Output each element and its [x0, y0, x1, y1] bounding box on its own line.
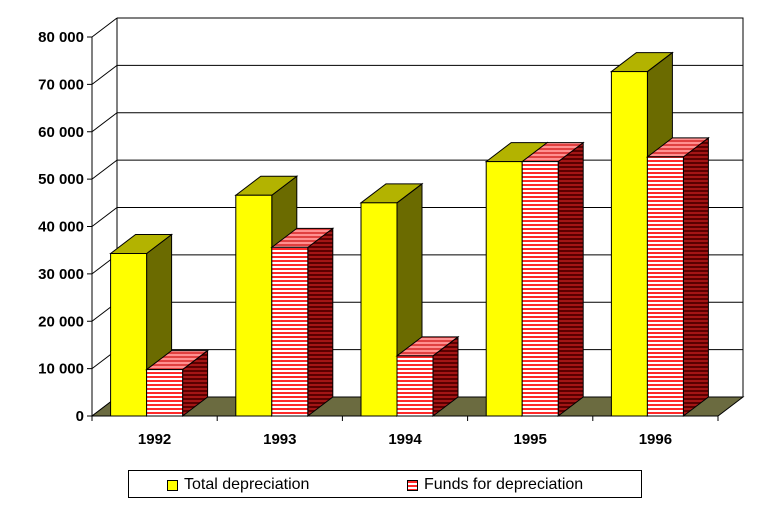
y-tick-label: 30 000: [38, 266, 84, 283]
legend-item-total: Total depreciation: [167, 476, 309, 494]
y-tick-label: 20 000: [38, 313, 84, 330]
x-tick-label: 1994: [388, 431, 422, 448]
bar-funds-for-depreciation: [520, 141, 585, 418]
bar-front: [360, 202, 398, 417]
x-tick-label: 1992: [138, 431, 171, 448]
bar-side: [682, 136, 709, 418]
y-tick-label: 80 000: [38, 29, 84, 46]
bar-funds-for-depreciation: [645, 136, 710, 418]
bar-front: [646, 156, 684, 417]
y-tick-label: 50 000: [38, 171, 84, 188]
x-tick-label: 1996: [639, 431, 672, 448]
bar-front: [110, 253, 148, 417]
bar-funds-for-depreciation: [145, 349, 210, 418]
y-tick-label: 10 000: [38, 361, 84, 378]
bar-front: [521, 161, 559, 417]
bar-front: [396, 355, 434, 417]
bars: [109, 51, 710, 418]
y-tick-label: 70 000: [38, 76, 84, 93]
legend: Total depreciation Funds for depreciatio…: [128, 470, 642, 498]
y-tick-label: 0: [76, 408, 84, 425]
y-tick-label: 40 000: [38, 219, 84, 236]
bar-front: [485, 161, 523, 417]
legend-label-funds: Funds for depreciation: [424, 476, 584, 493]
bar-front: [610, 71, 648, 417]
legend-swatch-total: [167, 479, 178, 491]
bar-front: [146, 369, 184, 417]
x-axis: 1992 1993 1994 1995 1996: [91, 416, 719, 448]
gridline-side: [91, 159, 118, 180]
y-axis: 0 10 000 20 000 30 000 40 000 50 000 60 000 70 …: [38, 29, 92, 425]
gridline-side: [91, 112, 118, 133]
bar-total-depreciation: [109, 233, 174, 418]
legend-swatch-funds: [407, 479, 418, 491]
y-tick-label: 60 000: [38, 124, 84, 141]
x-tick-label: 1993: [263, 431, 296, 448]
gridline-side: [91, 17, 118, 38]
bar-side: [557, 141, 584, 418]
gridline-side: [91, 207, 118, 227]
gridline-side: [91, 64, 118, 85]
legend-label-total: Total depreciation: [184, 476, 310, 493]
bar-front: [271, 246, 309, 417]
x-tick-label: 1995: [514, 431, 547, 448]
bar-side: [307, 227, 334, 418]
bar-funds-for-depreciation: [395, 335, 460, 418]
bar-funds-for-depreciation: [270, 227, 335, 418]
legend-item-funds: Funds for depreciation: [407, 476, 583, 494]
bar-front: [235, 194, 273, 417]
